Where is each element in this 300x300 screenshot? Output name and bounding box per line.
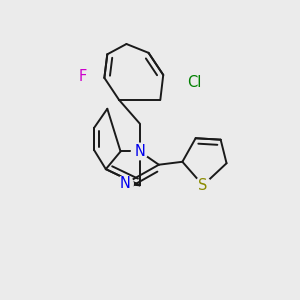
- Circle shape: [74, 68, 91, 85]
- Text: S: S: [198, 178, 208, 193]
- Text: N: N: [134, 144, 145, 159]
- Circle shape: [117, 176, 133, 192]
- Circle shape: [131, 143, 148, 160]
- Text: F: F: [78, 69, 86, 84]
- Text: Cl: Cl: [187, 75, 201, 90]
- Circle shape: [195, 177, 211, 194]
- Circle shape: [183, 71, 206, 94]
- Text: N: N: [119, 176, 130, 191]
